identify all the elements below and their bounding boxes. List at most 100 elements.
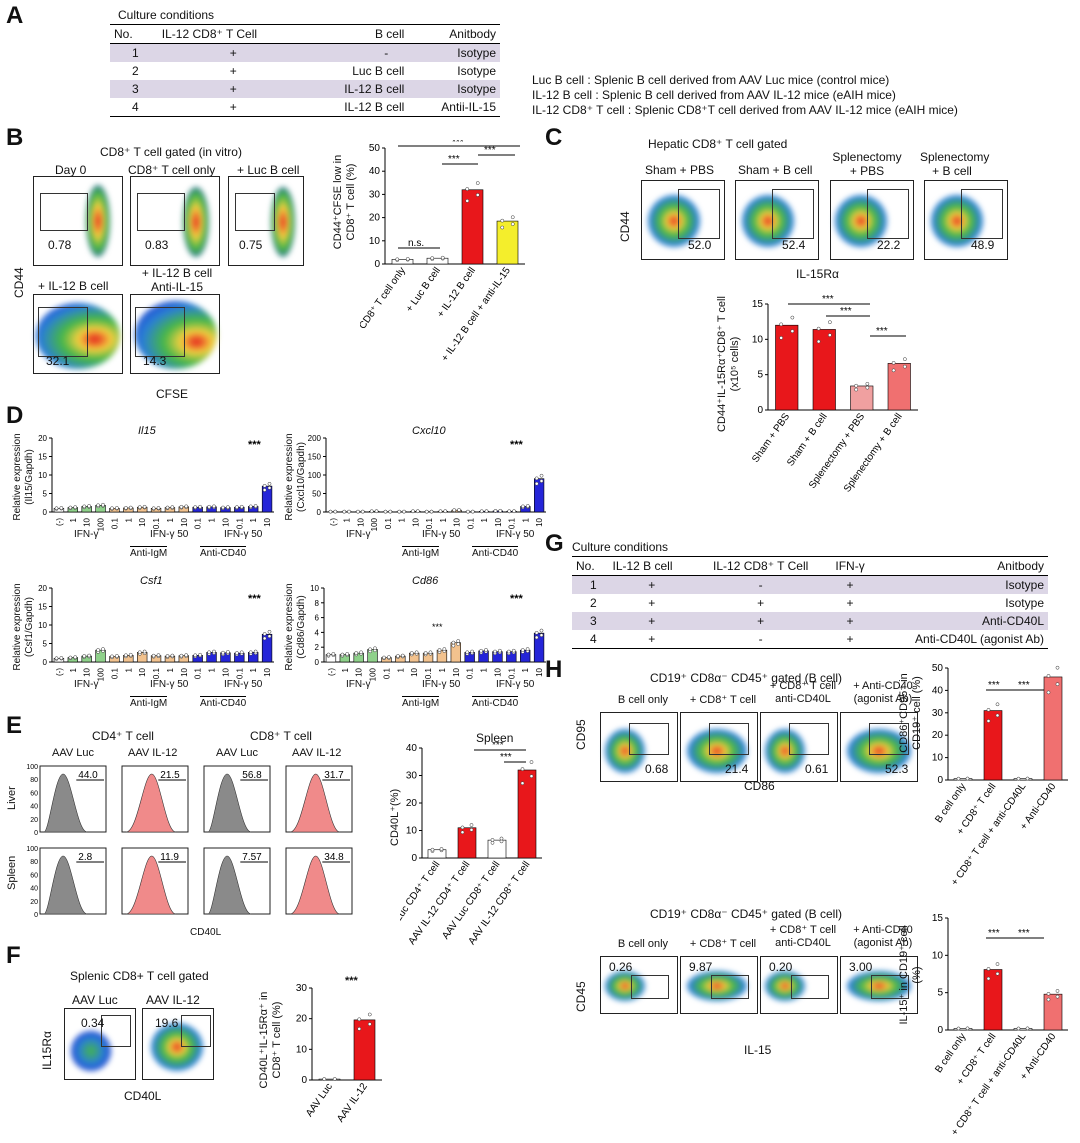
data-point bbox=[137, 505, 142, 509]
d-gene: Il15 bbox=[138, 425, 156, 437]
x-tick-label: AAV IL-12 bbox=[335, 1081, 370, 1124]
h-xaxis-label: CD86 bbox=[744, 779, 775, 793]
data-point bbox=[511, 648, 516, 653]
data-point bbox=[1046, 997, 1051, 1002]
bar bbox=[123, 507, 134, 513]
data-point bbox=[221, 505, 225, 510]
y-tick-label: 40 bbox=[406, 743, 418, 754]
x-tick-label: 10 bbox=[535, 517, 544, 526]
bar bbox=[178, 506, 189, 513]
y-tick-label: 40 bbox=[369, 166, 381, 177]
data-point bbox=[479, 648, 483, 653]
sig-label: *** bbox=[876, 326, 888, 337]
y-tick-label: 10 bbox=[752, 334, 764, 345]
data-point bbox=[142, 504, 147, 509]
data-point bbox=[179, 653, 184, 658]
f-flow-plot: 19.6 bbox=[142, 1008, 214, 1080]
data-point bbox=[262, 632, 267, 636]
h-flow-plot: 0.20 bbox=[760, 956, 838, 1014]
x-tick-label: 1 bbox=[124, 667, 133, 672]
b-flow-plot-cd8only: 0.83 bbox=[130, 176, 220, 266]
data-point bbox=[457, 508, 461, 512]
data-point bbox=[128, 652, 133, 657]
data-point bbox=[507, 649, 511, 654]
data-point bbox=[499, 836, 504, 841]
data-point bbox=[73, 655, 78, 660]
data-point bbox=[239, 650, 244, 655]
h-plot-label: B cell only bbox=[617, 694, 669, 706]
bar bbox=[178, 655, 189, 663]
d-group: IFN-γ 50 bbox=[422, 529, 461, 540]
y-tick-label: 0 bbox=[937, 775, 943, 786]
b-plot-label: + IL-12 B cell bbox=[38, 279, 109, 293]
y-tick-label: 0 bbox=[301, 1075, 307, 1086]
bar bbox=[53, 508, 65, 513]
x-tick-label: 1 bbox=[208, 667, 217, 672]
data-point bbox=[965, 776, 970, 781]
x-tick-label: 0.1 bbox=[235, 667, 244, 679]
data-point bbox=[490, 838, 495, 842]
data-point bbox=[534, 481, 539, 486]
data-point bbox=[328, 509, 333, 514]
data-point bbox=[995, 962, 1000, 966]
data-point bbox=[207, 504, 211, 509]
x-tick-label: 0.1 bbox=[152, 517, 161, 529]
bar bbox=[109, 656, 120, 663]
d-group: IFN-γ 50 bbox=[150, 529, 189, 540]
data-point bbox=[779, 336, 783, 340]
f-bar-chart: 0 10 20 30 AAV Luc AAV IL-12 bbox=[296, 983, 382, 1124]
data-point bbox=[156, 653, 161, 657]
bar bbox=[325, 654, 337, 663]
x-tick-label: 1 bbox=[398, 517, 407, 522]
y-tick-label: 10 bbox=[296, 1044, 308, 1055]
data-point bbox=[212, 504, 216, 509]
data-point bbox=[470, 649, 474, 654]
h-plot-label: + Anti-CD40 (agonist Ab) bbox=[853, 924, 913, 949]
y-tick-label: 8 bbox=[315, 599, 320, 608]
b-xaxis-label: CFSE bbox=[156, 387, 189, 401]
e-tick-label: 40 bbox=[30, 886, 38, 893]
panel-label-g: G bbox=[545, 530, 564, 557]
x-tick-label: 1 bbox=[249, 667, 258, 672]
x-tick-label: 100 bbox=[369, 667, 378, 681]
b-gate-value: 0.78 bbox=[48, 238, 72, 252]
y-tick-label: 15 bbox=[752, 299, 764, 310]
b-plot-label: + IL-12 B cell Anti-IL-15 bbox=[141, 266, 213, 294]
d-gene: Cxcl10 bbox=[412, 425, 446, 437]
data-point bbox=[340, 652, 345, 657]
bar bbox=[850, 385, 874, 411]
sig-label: *** bbox=[840, 306, 852, 317]
x-tick-label: + Luc B cell bbox=[404, 265, 443, 314]
data-point bbox=[451, 643, 456, 648]
e-row: Spleen bbox=[6, 855, 18, 890]
bar bbox=[1013, 1028, 1033, 1031]
bar bbox=[479, 510, 490, 513]
data-point bbox=[356, 509, 360, 514]
x-tick-label: 10 bbox=[138, 517, 147, 526]
y-tick-label: 0 bbox=[317, 508, 322, 517]
bar bbox=[248, 652, 259, 663]
data-point bbox=[59, 656, 64, 660]
data-point bbox=[124, 506, 128, 510]
e-sub: AAV IL-12 bbox=[128, 747, 178, 759]
b-bar-chart: 0 10 20 30 40 50 CD8⁺ T cell only+ Luc B cell+… bbox=[360, 140, 525, 364]
d-subgroup: Anti-CD40 bbox=[200, 546, 247, 559]
data-point bbox=[479, 509, 484, 514]
d-subgroup: Anti-CD40 bbox=[200, 696, 247, 709]
data-point bbox=[367, 1012, 372, 1017]
bar bbox=[67, 507, 78, 513]
h-title: CD19⁺ CD8α⁻ CD45⁺ gated (B cell) bbox=[650, 671, 843, 685]
data-point bbox=[267, 481, 272, 486]
sig-label: *** bbox=[432, 622, 443, 632]
data-point bbox=[342, 509, 347, 514]
data-point bbox=[424, 509, 429, 514]
x-tick-label: 1 bbox=[69, 517, 78, 522]
data-point bbox=[534, 476, 539, 481]
data-point bbox=[184, 653, 189, 657]
f-plot-label: AAV Luc bbox=[72, 993, 118, 1007]
d-group: IFN-γ 50 bbox=[422, 679, 461, 690]
x-tick-label: (-) bbox=[55, 668, 64, 676]
x-tick-label: 10 bbox=[355, 667, 364, 676]
data-point bbox=[235, 505, 239, 509]
x-tick-label: + IL-12 B cell + anti-IL-15 bbox=[440, 265, 514, 364]
